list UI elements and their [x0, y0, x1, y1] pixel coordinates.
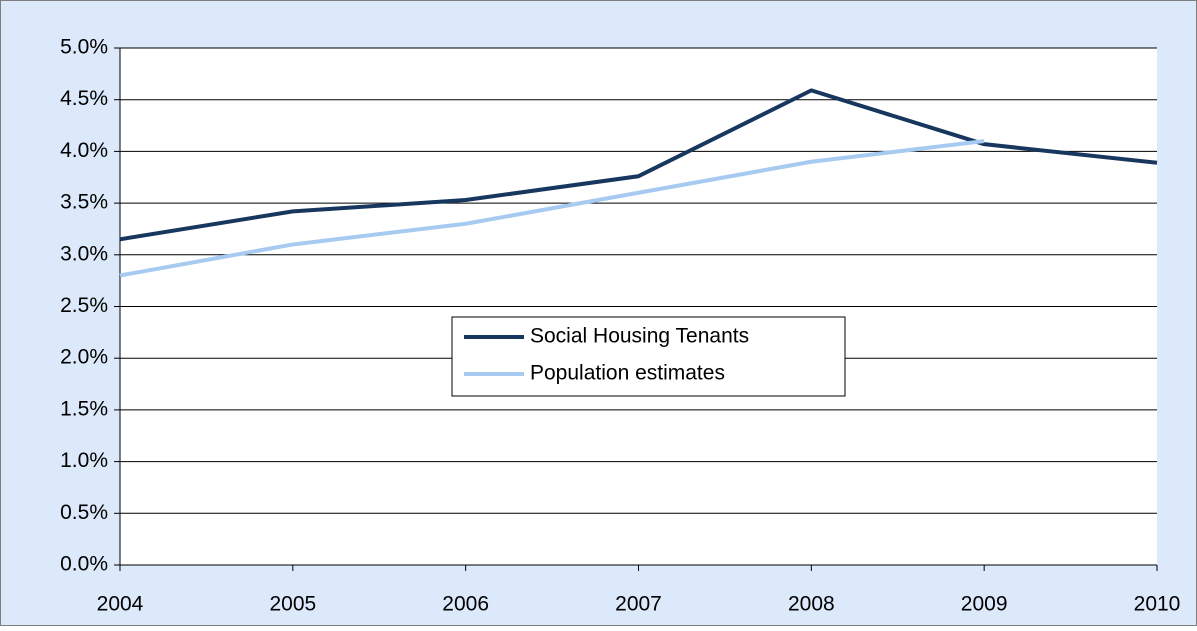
series-line — [119, 139, 985, 278]
y-tick-label: 3.5% — [60, 191, 108, 214]
legend-box — [451, 316, 846, 397]
y-tick-label: 0.0% — [60, 553, 108, 576]
x-tick-label: 2005 — [269, 593, 316, 616]
series-line — [119, 88, 1158, 242]
y-tick-label: 4.5% — [60, 87, 108, 110]
y-tick-label: 2.0% — [60, 346, 108, 369]
legend-label: Social Housing Tenants — [530, 325, 749, 348]
x-tick-label: 2006 — [442, 593, 489, 616]
x-tick-label: 2010 — [1134, 593, 1181, 616]
y-tick-label: 0.5% — [60, 501, 108, 524]
y-tick-label: 3.0% — [60, 242, 108, 265]
legend-label: Population estimates — [530, 362, 725, 385]
x-tick-label: 2009 — [961, 593, 1008, 616]
x-tick-label: 2008 — [788, 593, 835, 616]
y-tick-label: 2.5% — [60, 294, 108, 317]
y-tick-label: 1.0% — [60, 449, 108, 472]
x-tick-label: 2007 — [615, 593, 662, 616]
y-tick-label: 5.0% — [60, 36, 108, 59]
x-tick-label: 2004 — [97, 593, 144, 616]
y-tick-label: 1.5% — [60, 397, 108, 420]
y-tick-label: 4.0% — [60, 139, 108, 162]
